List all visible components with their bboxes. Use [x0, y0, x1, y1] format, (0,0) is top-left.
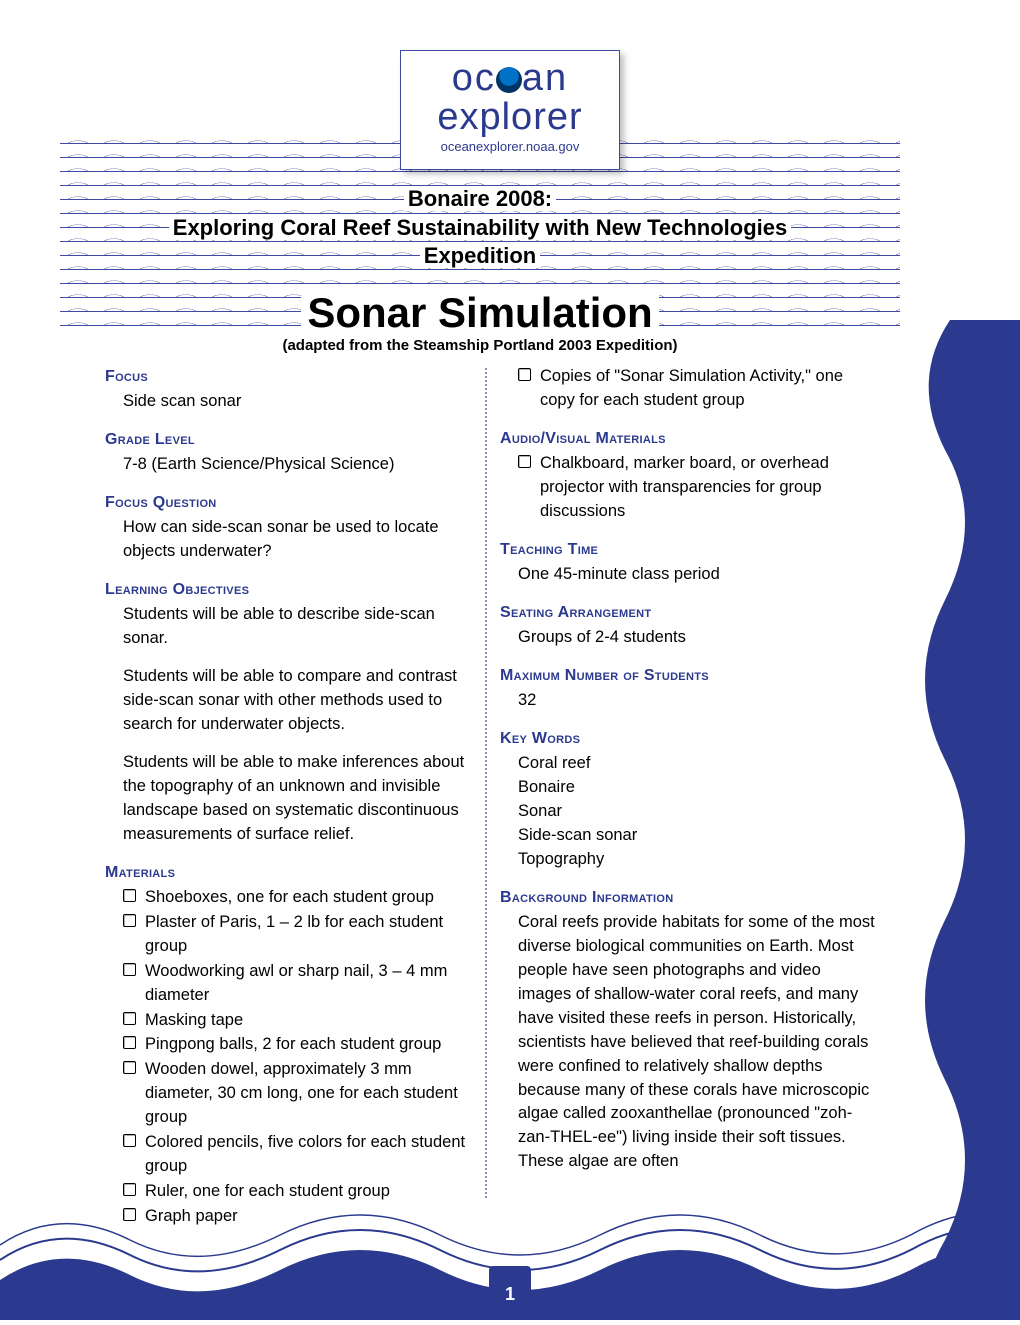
learning-objective-3: Students will be able to make inferences…: [123, 751, 480, 847]
expedition-title-line3: Expedition: [420, 243, 540, 268]
focus-question-text: How can side-scan sonar be used to locat…: [123, 516, 480, 564]
checkbox-icon: [123, 1208, 136, 1221]
checkbox-icon: [123, 1134, 136, 1147]
material-item: Wooden dowel, approximately 3 mm diamete…: [123, 1058, 480, 1130]
noaa-globe-icon: [496, 67, 522, 93]
grade-level-text: 7-8 (Earth Science/Physical Science): [123, 453, 480, 477]
material-item: Copies of "Sonar Simulation Activity," o…: [518, 365, 875, 413]
max-students-heading: Maximum Number of Students: [500, 664, 875, 687]
keyword: Side-scan sonar: [518, 824, 875, 848]
right-wave-decoration: [890, 320, 1020, 1320]
checkbox-icon: [123, 914, 136, 927]
checkbox-icon: [518, 368, 531, 381]
teaching-time-text: One 45-minute class period: [518, 563, 875, 587]
checkbox-icon: [123, 1061, 136, 1074]
key-words-heading: Key Words: [500, 727, 875, 750]
logo-url: oceanexplorer.noaa.gov: [401, 139, 619, 154]
checkbox-icon: [123, 889, 136, 902]
logo-line1: ocan: [401, 59, 619, 99]
checkbox-icon: [518, 455, 531, 468]
material-item: Pingpong balls, 2 for each student group: [123, 1033, 480, 1057]
keyword: Sonar: [518, 800, 875, 824]
material-item: Ruler, one for each student group: [123, 1180, 480, 1204]
ocean-explorer-logo: ocan explorer oceanexplorer.noaa.gov: [400, 50, 620, 170]
learning-objectives-heading: Learning Objectives: [105, 578, 480, 601]
teaching-time-heading: Teaching Time: [500, 538, 875, 561]
lesson-title: Sonar Simulation: [301, 289, 658, 337]
av-material-item: Chalkboard, marker board, or overhead pr…: [518, 452, 875, 524]
keyword: Topography: [518, 848, 875, 872]
lesson-subtitle: (adapted from the Steamship Portland 200…: [278, 337, 681, 354]
focus-text: Side scan sonar: [123, 390, 480, 414]
max-students-text: 32: [518, 689, 875, 713]
expedition-title-line2: Exploring Coral Reef Sustainability with…: [169, 215, 791, 240]
content-columns: Focus Side scan sonar Grade Level 7-8 (E…: [105, 365, 875, 1230]
material-item: Graph paper: [123, 1205, 480, 1229]
right-column: Copies of "Sonar Simulation Activity," o…: [500, 365, 875, 1230]
material-item: Masking tape: [123, 1009, 480, 1033]
materials-heading: Materials: [105, 861, 480, 884]
checkbox-icon: [123, 1183, 136, 1196]
material-item: Shoeboxes, one for each student group: [123, 886, 480, 910]
learning-objective-1: Students will be able to describe side-s…: [123, 603, 480, 651]
material-item: Plaster of Paris, 1 – 2 lb for each stud…: [123, 911, 480, 959]
focus-heading: Focus: [105, 365, 480, 388]
page-number: 1: [505, 1284, 515, 1305]
left-column: Focus Side scan sonar Grade Level 7-8 (E…: [105, 365, 480, 1230]
av-materials-heading: Audio/Visual Materials: [500, 427, 875, 450]
grade-level-heading: Grade Level: [105, 428, 480, 451]
checkbox-icon: [123, 1036, 136, 1049]
focus-question-heading: Focus Question: [105, 491, 480, 514]
document-header: Bonaire 2008: Exploring Coral Reef Susta…: [80, 185, 880, 355]
keyword: Bonaire: [518, 776, 875, 800]
background-info-heading: Background Information: [500, 886, 875, 909]
expedition-title-line1: Bonaire 2008:: [404, 186, 556, 211]
checkbox-icon: [123, 1012, 136, 1025]
material-item: Colored pencils, five colors for each st…: [123, 1131, 480, 1179]
logo-line2: explorer: [401, 99, 619, 135]
learning-objective-2: Students will be able to compare and con…: [123, 665, 480, 737]
material-item: Woodworking awl or sharp nail, 3 – 4 mm …: [123, 960, 480, 1008]
background-info-text: Coral reefs provide habitats for some of…: [518, 911, 875, 1174]
checkbox-icon: [123, 963, 136, 976]
seating-arrangement-heading: Seating Arrangement: [500, 601, 875, 624]
keyword: Coral reef: [518, 752, 875, 776]
seating-arrangement-text: Groups of 2-4 students: [518, 626, 875, 650]
